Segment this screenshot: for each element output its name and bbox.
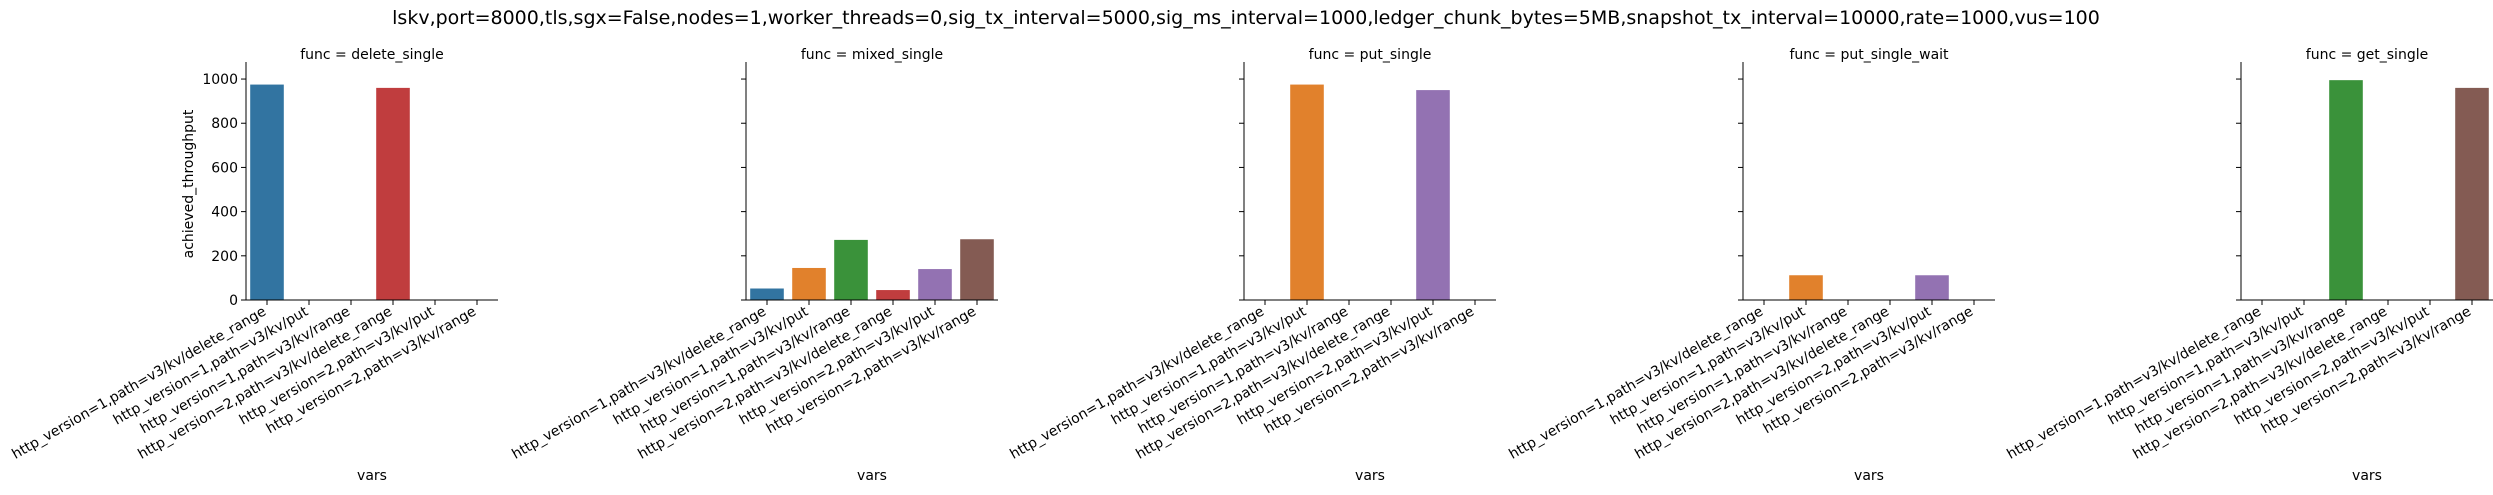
bar: [750, 288, 784, 300]
panel-title: func = put_single: [1309, 47, 1432, 63]
y-tick-label: 400: [211, 205, 238, 221]
y-tick-label: 0: [229, 293, 238, 309]
y-tick-label: 800: [211, 116, 238, 132]
y-axis-label: achieved_throughput: [181, 109, 197, 258]
bar: [2455, 87, 2489, 300]
bar: [1416, 90, 1450, 300]
bar: [376, 87, 410, 300]
bar: [876, 290, 910, 300]
bar: [1789, 275, 1823, 300]
figure-suptitle: lskv,port=8000,tls,sgx=False,nodes=1,wor…: [392, 7, 2100, 29]
facet-panels: func = delete_single02004006008001000htt…: [9, 47, 2493, 484]
bar: [1915, 275, 1949, 300]
facet-panel-5: func = get_singlehttp_version=1,path=v3/…: [2004, 47, 2493, 484]
bar: [834, 239, 868, 300]
bar: [918, 269, 952, 300]
x-axis-label: vars: [2352, 468, 2382, 484]
bar: [2329, 80, 2363, 301]
bar: [960, 239, 994, 300]
facet-panel-4: func = put_single_waithttp_version=1,pat…: [1506, 47, 1995, 484]
bar: [250, 84, 284, 300]
panel-title: func = mixed_single: [801, 47, 943, 63]
y-tick-label: 1000: [202, 72, 238, 88]
x-axis-label: vars: [1355, 468, 1385, 484]
y-tick-label: 600: [211, 160, 238, 176]
facet-panel-1: func = delete_single02004006008001000htt…: [9, 47, 498, 484]
y-tick-label: 200: [211, 249, 238, 265]
bar: [1290, 84, 1324, 300]
panel-title: func = put_single_wait: [1789, 47, 1949, 63]
x-axis-label: vars: [357, 468, 387, 484]
x-axis-label: vars: [1854, 468, 1884, 484]
facet-panel-3: func = put_singlehttp_version=1,path=v3/…: [1007, 47, 1496, 484]
panel-title: func = delete_single: [300, 47, 444, 63]
x-axis-label: vars: [857, 468, 887, 484]
bar: [792, 267, 826, 300]
panel-title: func = get_single: [2306, 47, 2428, 63]
facet-panel-2: func = mixed_singlehttp_version=1,path=v…: [509, 47, 998, 484]
